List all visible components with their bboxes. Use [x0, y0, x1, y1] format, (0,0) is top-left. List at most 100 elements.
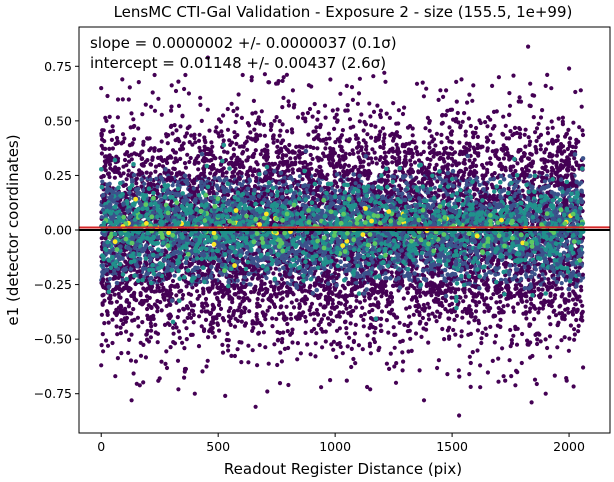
scatter-point — [134, 176, 139, 181]
scatter-point — [356, 343, 361, 348]
scatter-point — [421, 302, 426, 308]
scatter-point — [368, 303, 373, 308]
scatter-point — [388, 291, 394, 296]
scatter-point — [133, 359, 138, 364]
scatter-point — [439, 140, 444, 145]
scatter-point — [218, 119, 223, 124]
scatter-point — [337, 341, 342, 346]
scatter-point — [312, 317, 317, 322]
scatter-point — [496, 356, 501, 361]
scatter-point — [311, 145, 316, 150]
scatter-point — [552, 373, 557, 378]
scatter-point — [304, 144, 309, 149]
scatter-point — [159, 139, 164, 144]
scatter-point — [286, 103, 291, 108]
scatter-point — [191, 303, 197, 308]
scatter-point — [131, 117, 136, 122]
scatter-point — [110, 317, 115, 322]
scatter-point — [99, 343, 104, 348]
scatter-point — [163, 361, 168, 366]
scatter-point — [466, 116, 471, 121]
scatter-point — [126, 350, 131, 355]
scatter-point — [419, 334, 424, 339]
scatter-point — [359, 145, 364, 150]
scatter-point — [239, 171, 244, 176]
scatter-point — [409, 267, 414, 272]
scatter-point — [275, 362, 280, 368]
scatter-point — [574, 162, 580, 168]
scatter-point — [305, 342, 310, 347]
scatter-point — [120, 97, 125, 102]
scatter-point — [391, 101, 396, 106]
scatter-point — [434, 319, 439, 324]
scatter-point — [488, 177, 493, 182]
scatter-point — [387, 115, 392, 120]
scatter-point — [395, 147, 401, 152]
scatter-point — [577, 265, 582, 270]
scatter-point — [332, 287, 338, 292]
scatter-point — [465, 100, 470, 105]
scatter-point — [268, 127, 273, 133]
scatter-point — [323, 339, 328, 344]
scatter-point — [572, 156, 577, 161]
scatter-point — [528, 81, 533, 86]
scatter-point — [450, 163, 455, 168]
scatter-point — [475, 328, 480, 333]
scatter-point — [107, 146, 112, 151]
scatter-point — [547, 315, 552, 320]
scatter-point — [202, 135, 207, 140]
scatter-point — [431, 289, 436, 294]
scatter-point — [298, 351, 303, 356]
scatter-point — [394, 142, 399, 147]
scatter-point — [155, 309, 160, 314]
scatter-point — [397, 320, 402, 325]
scatter-point — [427, 162, 432, 167]
scatter-point — [224, 170, 229, 175]
scatter-point — [432, 185, 437, 190]
scatter-point — [207, 128, 212, 133]
scatter-point — [508, 327, 513, 333]
scatter-point — [499, 167, 504, 172]
scatter-point — [362, 119, 367, 125]
scatter-point — [117, 294, 122, 299]
scatter-point — [294, 144, 299, 149]
scatter-point — [291, 105, 296, 110]
scatter-point — [384, 161, 389, 166]
scatter-point — [145, 328, 150, 334]
scatter-point — [114, 135, 120, 141]
scatter-point — [382, 150, 387, 155]
scatter-point — [257, 121, 262, 126]
scatter-point — [131, 371, 136, 376]
scatter-point — [488, 132, 493, 137]
scatter-point — [308, 352, 313, 357]
scatter-point — [495, 323, 500, 328]
scatter-point — [356, 91, 362, 96]
scatter-point — [566, 127, 571, 132]
scatter-point — [580, 132, 586, 138]
scatter-point — [347, 117, 353, 122]
scatter-point — [220, 342, 225, 347]
scatter-point — [176, 103, 182, 108]
scatter-point — [235, 155, 240, 160]
scatter-point — [144, 170, 149, 175]
scatter-point — [578, 284, 584, 289]
scatter-point — [401, 296, 406, 301]
scatter-point — [562, 335, 567, 340]
scatter-point — [330, 108, 335, 113]
scatter-point — [482, 298, 487, 303]
scatter-point — [379, 328, 384, 333]
scatter-point — [129, 157, 134, 162]
scatter-point — [445, 108, 450, 113]
scatter-point — [498, 317, 503, 322]
scatter-point — [126, 97, 131, 102]
scatter-point — [568, 136, 573, 141]
scatter-point — [463, 129, 468, 134]
scatter-point — [327, 136, 332, 141]
scatter-point — [400, 111, 406, 117]
scatter-point — [447, 336, 452, 341]
scatter-point — [493, 333, 499, 338]
scatter-point — [549, 86, 554, 91]
scatter-point — [280, 337, 285, 342]
scatter-point — [303, 314, 308, 320]
scatter-point — [537, 170, 542, 175]
